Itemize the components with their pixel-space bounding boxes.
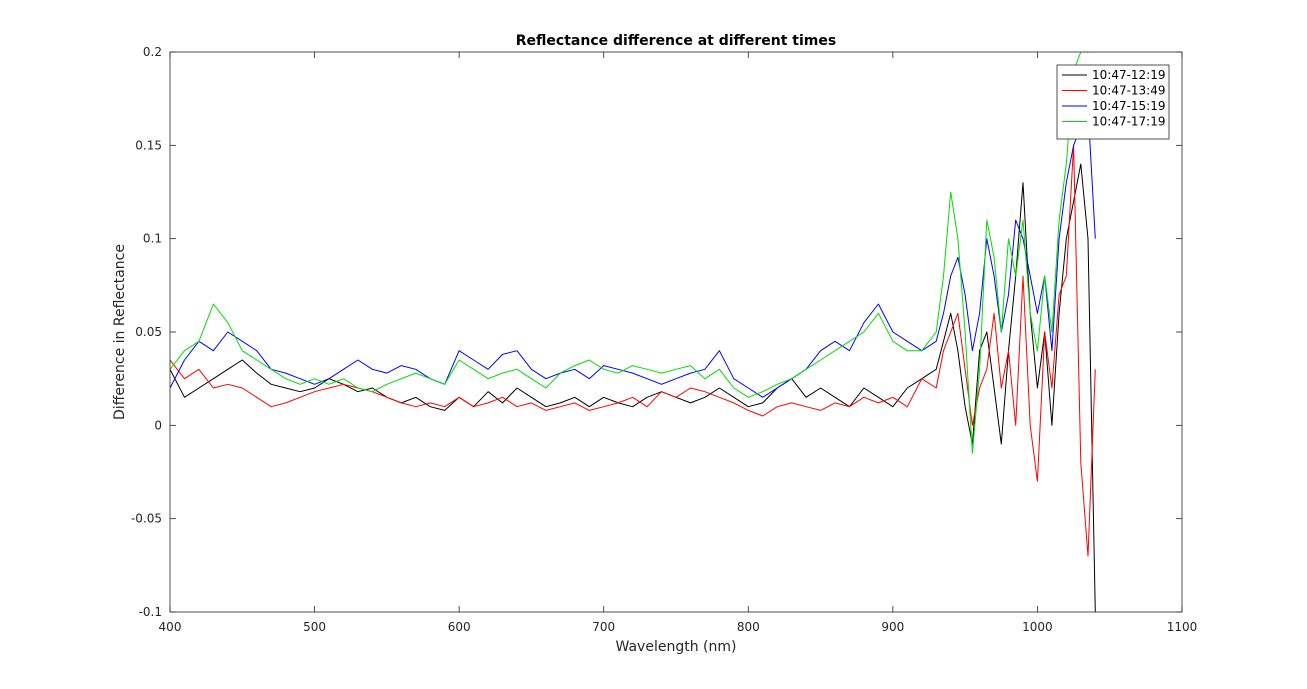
legend-label: 10:47-15:19 <box>1092 99 1166 113</box>
y-tick-label: -0.05 <box>131 512 162 526</box>
series-line-2 <box>170 144 1096 557</box>
chart-title: Reflectance difference at different time… <box>516 33 836 49</box>
x-tick-label: 600 <box>448 620 471 634</box>
y-tick-label: 0 <box>154 418 162 432</box>
y-tick-label: 0.15 <box>135 138 162 152</box>
x-tick-label: 800 <box>737 620 760 634</box>
y-tick-label: 0.2 <box>143 45 162 59</box>
y-axis-label: Difference in Reflectance <box>112 244 128 420</box>
legend-label: 10:47-13:49 <box>1092 84 1166 98</box>
x-axis: 400 500 600 700 800 900 1000 1100 <box>159 52 1198 634</box>
x-axis-label: Wavelength (nm) <box>616 639 737 655</box>
y-tick-label: 0.1 <box>143 232 162 246</box>
legend-box <box>1056 64 1170 140</box>
series-line-1 <box>170 163 1096 612</box>
series-group <box>170 52 1096 612</box>
plot-area <box>170 52 1182 612</box>
series-line-4 <box>170 52 1096 454</box>
legend-label: 10:47-17:19 <box>1092 115 1166 129</box>
y-tick-label: -0.1 <box>139 605 162 619</box>
x-tick-label: 1000 <box>1022 620 1053 634</box>
x-tick-label: 400 <box>159 620 182 634</box>
x-tick-label: 1100 <box>1167 620 1198 634</box>
x-tick-label: 500 <box>303 620 326 634</box>
x-tick-label: 700 <box>592 620 615 634</box>
x-tick-label: 900 <box>881 620 904 634</box>
y-tick-label: 0.05 <box>135 325 162 339</box>
y-axis: -0.1 -0.05 0 0.05 0.1 0.15 0.2 <box>131 45 1182 619</box>
series-line-3 <box>170 107 1096 398</box>
legend-label: 10:47-12:19 <box>1092 68 1166 82</box>
